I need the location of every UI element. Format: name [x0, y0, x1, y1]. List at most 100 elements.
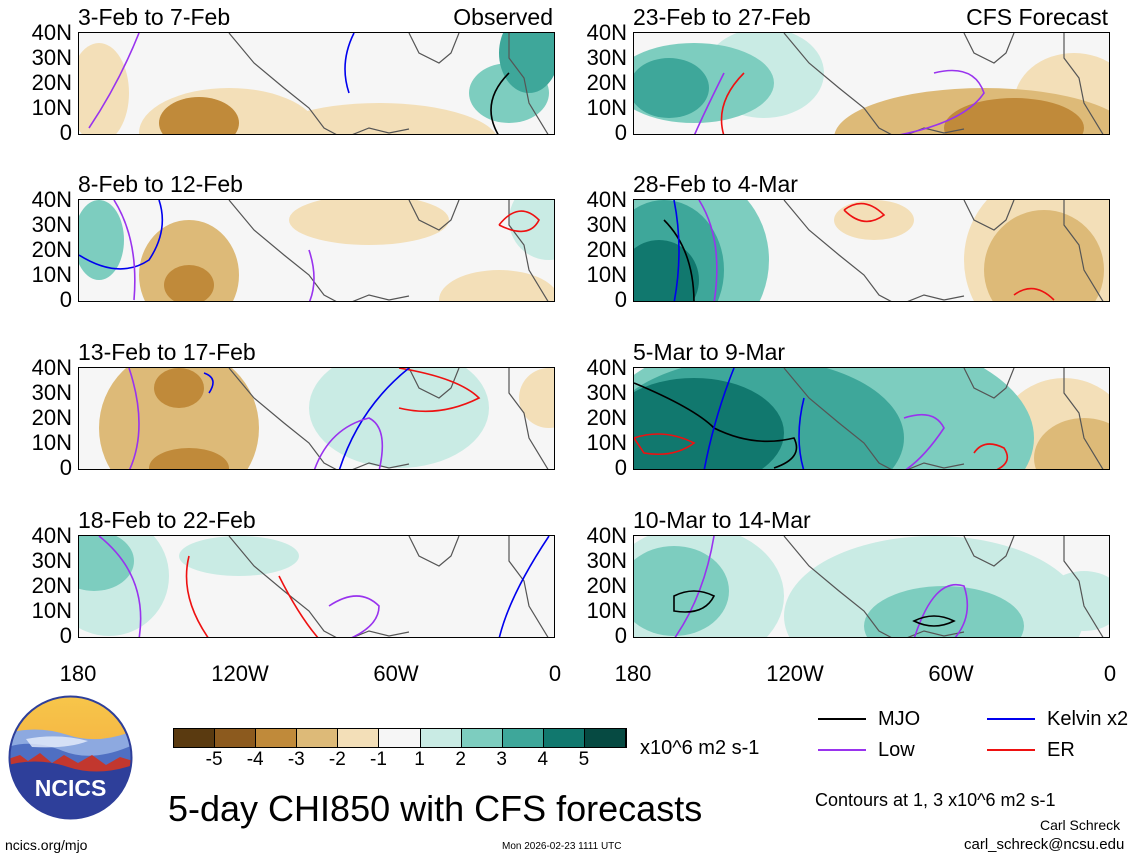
- contour-line: [703, 368, 735, 469]
- colorbar-tick-label: -2: [328, 749, 346, 770]
- colorbar-tick-label: 1: [414, 749, 425, 770]
- shading-region: [864, 586, 1024, 637]
- shading-region: [99, 368, 259, 469]
- coastline: [228, 33, 549, 134]
- panel-period-title: 23-Feb to 27-Feb: [633, 4, 811, 30]
- contour-line: [113, 200, 136, 301]
- y-tick-label: 20N: [31, 573, 72, 598]
- contour-line: [663, 219, 695, 301]
- contour-line: [843, 202, 886, 223]
- chart-title: 5-day CHI850 with CFS forecasts: [168, 788, 703, 829]
- panel-period-title: 18-Feb to 22-Feb: [78, 507, 256, 533]
- shading-region: [439, 270, 554, 301]
- contour-line: [673, 590, 716, 613]
- y-tick-label: 20N: [31, 405, 72, 430]
- colorbar-tick-label: -5: [205, 749, 223, 770]
- legend-label: Kelvin x2: [1047, 708, 1129, 730]
- y-tick-label: 0: [59, 623, 72, 648]
- y-tick-label: 30N: [586, 380, 627, 405]
- footer-timestamp: Mon 2026-02-23 1111 UTC: [502, 841, 622, 852]
- shading-region: [944, 98, 1084, 134]
- y-tick-label: 10N: [31, 430, 72, 455]
- contour-line: [398, 368, 481, 413]
- shading-region: [519, 368, 554, 428]
- colorbar-cell: [502, 729, 544, 747]
- y-tick-label: 20N: [31, 237, 72, 262]
- x-tick-label: 120W: [211, 661, 269, 686]
- contour-line: [498, 536, 550, 637]
- y-tick-label: 40N: [31, 187, 72, 212]
- y-tick-label: 40N: [31, 523, 72, 548]
- contour-line: [328, 595, 380, 637]
- colorbar-cell: [543, 729, 585, 747]
- contour-line: [912, 615, 956, 627]
- panel-period-title: 10-Mar to 14-Mar: [633, 507, 811, 533]
- colorbar-tick-label: 2: [455, 749, 466, 770]
- y-tick-label: 0: [614, 287, 627, 312]
- contour-line: [1013, 287, 1055, 301]
- panel-period-title: 5-Mar to 9-Mar: [633, 339, 786, 365]
- shading-region: [79, 43, 129, 134]
- y-tick-label: 30N: [586, 212, 627, 237]
- shading-region: [262, 103, 496, 134]
- shading-region: [179, 536, 299, 576]
- shading-region: [159, 97, 239, 134]
- panel-period-title: 13-Feb to 17-Feb: [78, 339, 256, 365]
- coastline: [783, 368, 1104, 469]
- x-tick-label: 180: [614, 661, 652, 686]
- contour-line: [88, 33, 140, 129]
- colorbar-tick-label: 4: [537, 749, 549, 770]
- contour-line: [694, 72, 725, 134]
- coastline: [228, 200, 549, 301]
- panel-period-title: 8-Feb to 12-Feb: [78, 171, 243, 197]
- x-tick-label: 180: [59, 661, 97, 686]
- map-panel-svg: [634, 33, 1109, 134]
- panel-tag: CFS Forecast: [966, 4, 1108, 30]
- panel-tag: Observed: [453, 4, 553, 30]
- y-tick-label: 10N: [586, 598, 627, 623]
- contour-line: [673, 200, 680, 301]
- contour-line: [185, 555, 209, 637]
- shading-region: [289, 200, 449, 245]
- legend-line: [987, 749, 1035, 751]
- legend-label: MJO: [878, 708, 921, 730]
- shading-region: [984, 210, 1104, 301]
- x-tick-label: 60W: [373, 661, 419, 686]
- colorbar-cell: [584, 729, 627, 747]
- colorbar-tick-label: -3: [287, 749, 305, 770]
- contour-line: [913, 583, 969, 637]
- shading-region: [139, 220, 239, 301]
- shading-region: [1034, 418, 1109, 469]
- shading-region: [309, 368, 489, 468]
- map-panel: [633, 199, 1110, 302]
- y-tick-label: 10N: [586, 430, 627, 455]
- shading-region: [1044, 571, 1109, 631]
- y-tick-label: 0: [59, 287, 72, 312]
- contour-line: [79, 200, 164, 270]
- contour-line: [203, 372, 214, 394]
- y-tick-label: 30N: [31, 380, 72, 405]
- contour-line: [313, 417, 384, 469]
- shading-region: [634, 240, 699, 301]
- contour-line: [338, 368, 410, 469]
- shading-region: [154, 368, 204, 408]
- y-tick-label: 10N: [31, 95, 72, 120]
- y-tick-label: 10N: [586, 95, 627, 120]
- map-panel-svg: [634, 200, 1109, 301]
- y-tick-label: 20N: [586, 70, 627, 95]
- coastline: [783, 536, 1104, 637]
- footer-email: carl_schreck@ncsu.edu: [964, 836, 1125, 853]
- colorbar-cell: [297, 729, 339, 747]
- contour-line: [498, 210, 540, 233]
- contour-line: [634, 433, 696, 456]
- contour-line: [634, 382, 798, 469]
- y-tick-label: 30N: [31, 212, 72, 237]
- legend-label: ER: [1047, 739, 1075, 761]
- colorbar-cell: [256, 729, 298, 747]
- y-tick-label: 30N: [31, 548, 72, 573]
- map-panel-svg: [79, 33, 554, 134]
- y-tick-label: 10N: [586, 262, 627, 287]
- y-tick-label: 40N: [31, 20, 72, 45]
- footer-author: Carl Schreck: [1040, 817, 1121, 833]
- coastline: [228, 536, 549, 637]
